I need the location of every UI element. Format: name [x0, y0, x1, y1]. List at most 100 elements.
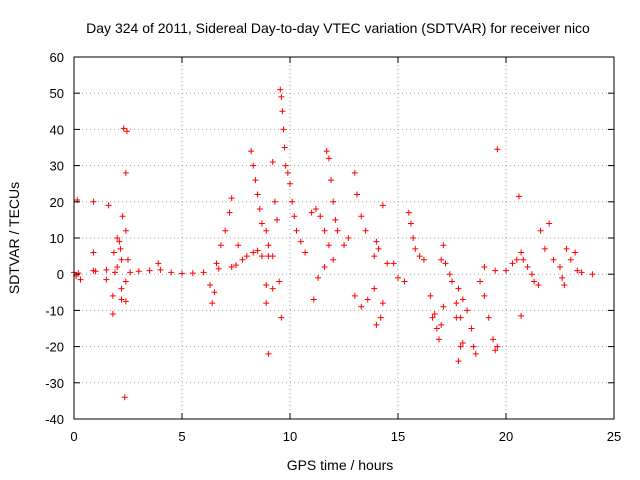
grid-lines	[74, 57, 614, 419]
data-point	[269, 285, 276, 292]
data-point	[282, 162, 289, 169]
data-point	[472, 350, 479, 357]
data-point	[189, 270, 196, 277]
data-point	[122, 227, 129, 234]
data-point	[438, 321, 445, 328]
data-point	[287, 180, 293, 187]
data-point	[92, 268, 99, 275]
data-point	[265, 350, 272, 357]
x-axis-label: GPS time / hours	[287, 457, 394, 473]
data-point	[375, 245, 382, 252]
data-point	[481, 292, 488, 299]
data-point	[330, 256, 337, 263]
data-point	[321, 263, 328, 270]
data-point	[494, 146, 501, 153]
data-point	[362, 227, 369, 234]
data-point	[559, 274, 566, 281]
data-point	[379, 202, 386, 209]
data-point	[317, 213, 324, 220]
data-point	[330, 198, 337, 205]
data-point	[364, 296, 371, 303]
data-point	[226, 209, 233, 216]
y-tick-label: -10	[45, 303, 64, 318]
data-point	[120, 125, 127, 132]
data-point	[436, 336, 443, 343]
y-tick-label: 10	[50, 231, 64, 246]
data-point	[239, 256, 246, 263]
data-point	[328, 177, 335, 184]
data-point	[518, 249, 525, 256]
data-point	[211, 289, 218, 296]
data-point	[578, 269, 585, 276]
data-point	[109, 292, 116, 299]
data-point	[110, 249, 117, 256]
data-point	[310, 296, 317, 303]
y-tick-label: 0	[57, 267, 64, 282]
data-point	[492, 347, 499, 354]
data-point	[157, 266, 164, 273]
data-point	[77, 276, 84, 283]
data-point	[302, 249, 309, 256]
chart-title: Day 324 of 2011, Sidereal Day-to-day VTE…	[86, 20, 590, 36]
data-point	[446, 271, 453, 278]
data-point	[390, 260, 397, 267]
data-point	[416, 253, 423, 260]
data-point	[75, 270, 82, 277]
data-point	[494, 343, 501, 350]
data-point	[373, 238, 380, 245]
data-point	[563, 245, 570, 252]
data-point	[401, 278, 408, 285]
y-tick-label: 40	[50, 122, 64, 137]
data-point	[105, 202, 112, 209]
y-tick-label: 50	[50, 86, 64, 101]
data-point	[550, 256, 557, 263]
data-point	[541, 245, 548, 252]
data-point	[433, 325, 440, 332]
data-point	[155, 260, 162, 267]
data-point	[341, 242, 347, 249]
data-point	[455, 285, 462, 292]
data-point	[407, 220, 414, 227]
y-tick-label: 60	[50, 50, 64, 65]
data-point	[535, 282, 542, 289]
data-point	[589, 271, 596, 278]
data-point	[207, 282, 214, 289]
y-tick-labels: -40 -30 -20 -10 0 10 20 30 40 50 60	[45, 50, 64, 427]
data-point	[122, 298, 129, 305]
x-tick-label: 0	[70, 429, 77, 444]
data-point	[215, 265, 222, 272]
y-tick-label: -30	[45, 376, 64, 391]
data-point	[222, 227, 229, 234]
data-point	[135, 268, 142, 275]
data-point	[572, 249, 579, 256]
data-point	[353, 191, 360, 198]
data-point	[457, 314, 464, 321]
data-point	[427, 292, 434, 299]
data-point	[278, 314, 285, 321]
data-point	[312, 206, 319, 213]
data-point	[531, 278, 538, 285]
data-point	[485, 314, 492, 321]
data-point	[470, 343, 477, 350]
data-point	[332, 216, 339, 223]
data-point	[410, 235, 417, 241]
data-point	[520, 256, 527, 263]
data-point	[122, 278, 129, 285]
data-point	[334, 227, 341, 234]
y-tick-label: -20	[45, 340, 64, 355]
data-series	[71, 86, 596, 401]
data-point	[518, 312, 525, 319]
data-point	[351, 292, 358, 299]
data-point	[127, 269, 134, 276]
data-point	[254, 247, 261, 254]
data-point	[274, 216, 281, 223]
data-point	[464, 307, 471, 314]
data-point	[537, 227, 544, 234]
data-point	[297, 238, 304, 245]
data-point	[371, 285, 378, 292]
data-point	[449, 278, 455, 285]
data-point	[477, 278, 484, 285]
data-point	[395, 274, 401, 281]
data-point	[315, 274, 322, 281]
data-point	[168, 269, 175, 276]
